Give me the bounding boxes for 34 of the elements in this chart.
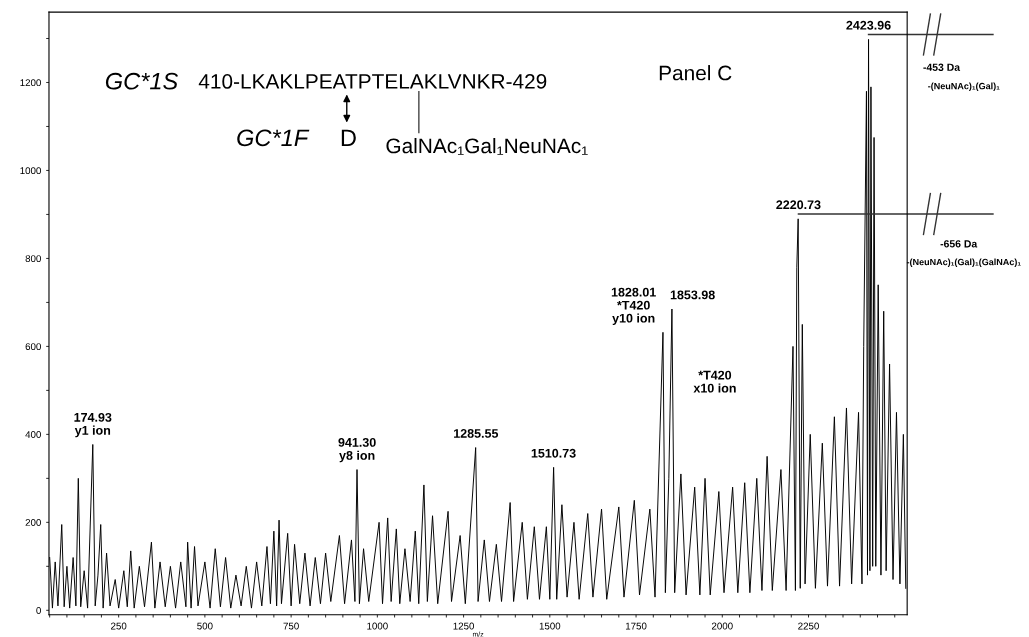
annotation: 410-LKAKLPEATPTELAKLVNKR-429 bbox=[198, 74, 547, 89]
y-tick-label: 400 bbox=[25, 431, 41, 438]
annotation: D bbox=[341, 129, 356, 146]
x-tick-label: 500 bbox=[197, 622, 213, 630]
annotation: 941.30 y8 ion bbox=[338, 437, 376, 463]
annotation: *T420 x10 ion bbox=[693, 370, 736, 393]
y-tick-label: 1000 bbox=[20, 167, 41, 175]
text: -656 Da bbox=[940, 240, 978, 248]
x-tick-label: 1000 bbox=[367, 622, 388, 630]
x-tick-label: 1250 bbox=[453, 622, 475, 630]
annotation: GC*1F bbox=[237, 129, 310, 147]
y-tick-label: 1200 bbox=[20, 79, 41, 87]
x-tick-label: 1750 bbox=[625, 622, 647, 630]
annotation: 1285.55 bbox=[454, 429, 499, 438]
text: -453 Da bbox=[923, 63, 961, 71]
annotation: 1828.01 *T420 y10 ion bbox=[611, 287, 656, 326]
y-tick-label: 800 bbox=[25, 255, 41, 263]
y-tick-label: 0 bbox=[36, 607, 41, 614]
x-tick-label: 1500 bbox=[539, 622, 561, 630]
x-tick-label: 2250 bbox=[798, 622, 819, 630]
annotation: 174.93 y1 ion bbox=[74, 412, 112, 438]
annotation: 2423.96 bbox=[846, 20, 891, 30]
annotation: 1853.98 bbox=[670, 290, 715, 300]
annotation: GalNAc₁Gal₁NeuNAc₁ bbox=[386, 137, 588, 155]
y-tick-label: 600 bbox=[25, 343, 41, 351]
annotation: 1510.73 bbox=[531, 448, 576, 458]
y-tick-label: 200 bbox=[25, 519, 41, 526]
annotation: GC*1S bbox=[105, 72, 178, 90]
x-tick-label: 250 bbox=[111, 622, 127, 630]
text: -(NeuNAc)₁(Gal)₁ bbox=[928, 82, 1000, 92]
x-tick-label: 750 bbox=[283, 622, 299, 630]
annotation: 2220.73 bbox=[776, 200, 821, 210]
x-tick-label: 2000 bbox=[711, 622, 733, 630]
annotation: Panel C bbox=[659, 65, 732, 81]
